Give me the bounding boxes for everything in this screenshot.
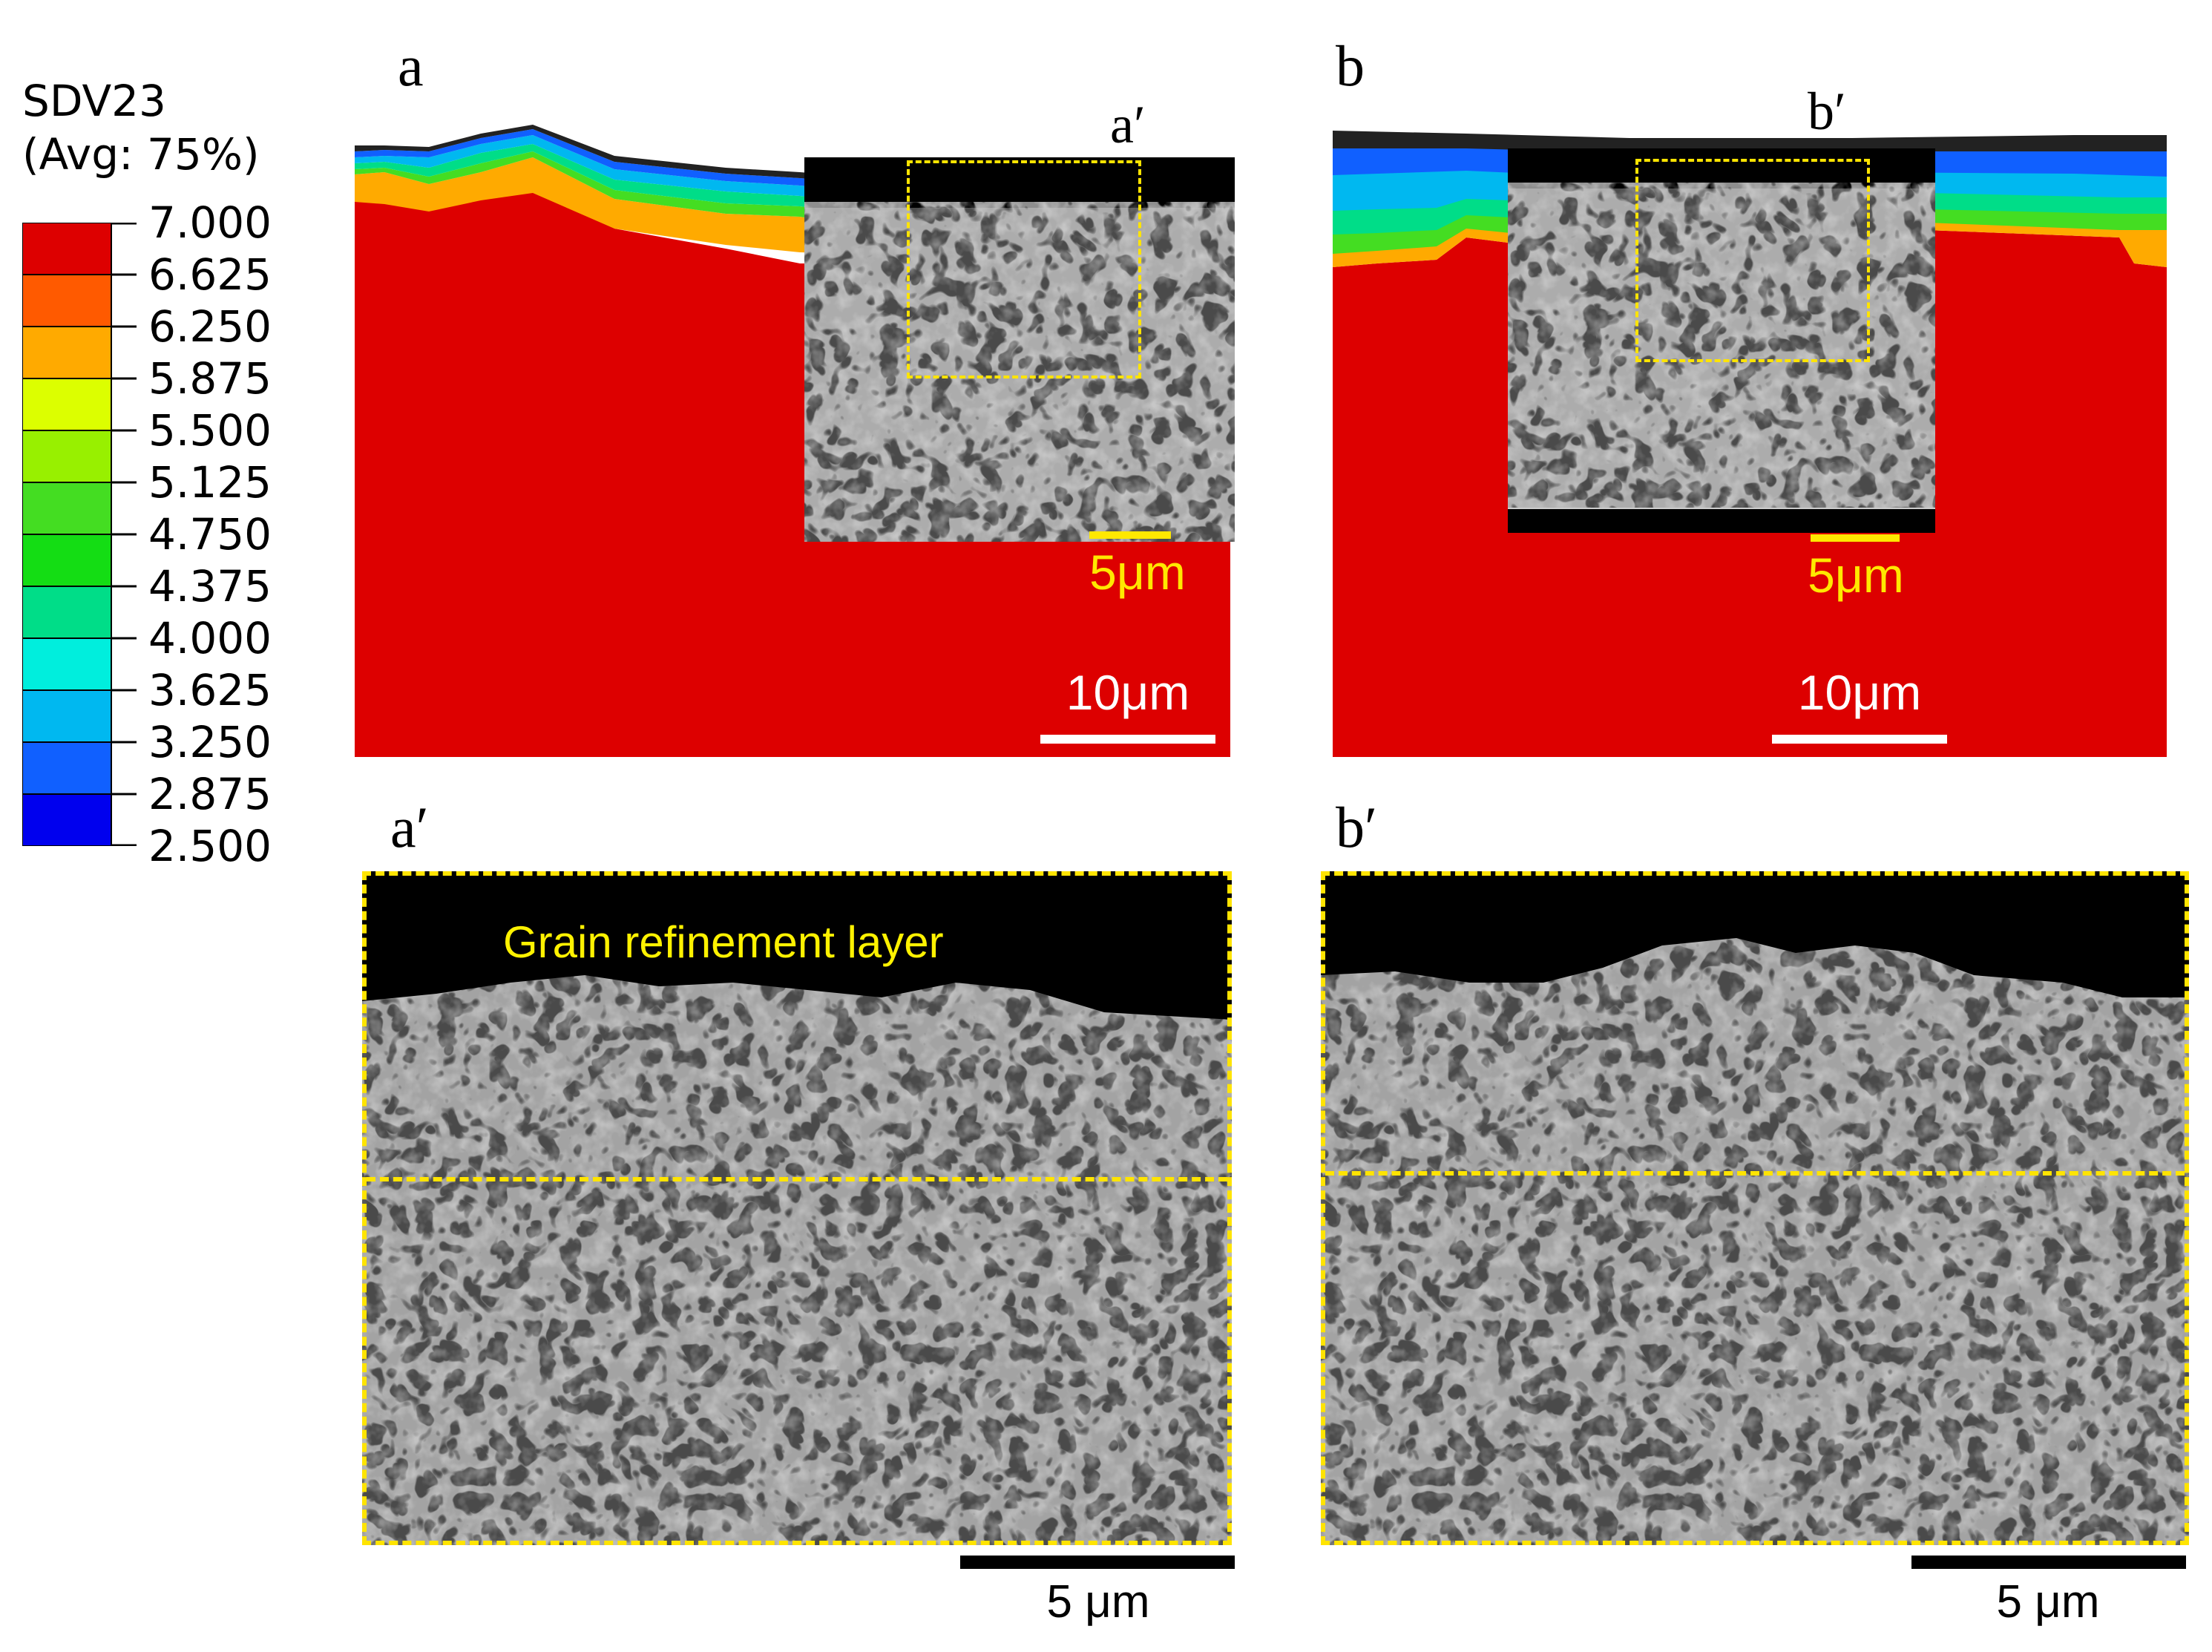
legend-swatch-9 [22,689,112,743]
legend-swatch-3 [22,378,112,431]
panel-a-inset-label: a′ [1110,95,1146,154]
panel-a-contour: a′ 5μm 10μm [355,98,1235,757]
panel-label-b: b [1336,33,1365,98]
panel-a-sem-inset [804,157,1235,542]
panel-a-prime-scalebar [960,1556,1235,1569]
legend-swatch-6 [22,534,112,587]
panel-b-inset-scalebar [1811,534,1900,542]
legend-value-1: 6.625 [148,249,272,300]
legend-values: 7.000 6.625 6.250 5.875 5.500 5.125 4.750 4.375… [148,201,341,868]
legend-swatch-10 [22,741,112,795]
panel-b-prime-layer-boundary [1325,1171,2185,1176]
legend-value-2: 6.250 [148,301,272,352]
legend-value-6: 4.750 [148,509,272,560]
legend-value-3: 5.875 [148,353,272,404]
legend-title: SDV23 [22,76,166,126]
legend-value-5: 5.125 [148,457,272,508]
panel-b-contour: b′ 5μm 10μm [1333,85,2167,757]
legend-value-0: 7.000 [148,197,272,248]
panel-a-main-scalebar [1040,735,1215,744]
panel-b-main-scalebar [1772,735,1947,744]
panel-b-prime-scale-label: 5 μm [1996,1576,2100,1628]
legend-swatch-2 [22,326,112,379]
legend-colorbar [22,223,137,846]
panel-label-a-prime: a′ [390,795,429,859]
legend-value-11: 2.875 [148,769,272,819]
legend-swatch-4 [22,430,112,483]
grain-refinement-label: Grain refinement layer [503,917,944,967]
panel-a-inset-scalebar [1089,531,1171,539]
panel-a-main-scale-label: 10μm [1066,665,1190,720]
panel-a-prime-layer-boundary [367,1177,1227,1181]
panel-b-inset-scale-label: 5μm [1808,548,1904,603]
legend: SDV23 (Avg: 75%) 7.000 6.625 6.250 5.875 5.5… [15,74,341,876]
legend-value-9: 3.625 [148,665,272,715]
legend-value-4: 5.500 [148,405,272,456]
panel-b-sem-inset [1508,148,1935,533]
panel-a-prime-sem: Grain refinement layer [362,871,1232,1545]
legend-subtitle: (Avg: 75%) [22,129,260,180]
legend-swatch-0 [22,223,112,275]
panel-b-prime-scalebar [1911,1556,2186,1569]
legend-swatch-1 [22,274,112,327]
panel-b-prime-frame [1321,871,2189,1545]
panel-b-main-scale-label: 10μm [1797,665,1922,720]
panel-a-inset-scale-label: 5μm [1089,545,1186,600]
legend-value-12: 2.500 [148,821,272,871]
panel-label-b-prime: b′ [1336,795,1378,859]
panel-label-a: a [398,33,424,98]
panel-a-prime-scale-label: 5 μm [1046,1576,1150,1628]
legend-value-7: 4.375 [148,561,272,612]
panel-a-prime-frame [362,871,1232,1545]
legend-swatch-7 [22,586,112,639]
legend-swatch-5 [22,482,112,535]
panel-b-inset-label: b′ [1808,82,1846,141]
legend-value-8: 4.000 [148,613,272,663]
legend-swatch-8 [22,637,112,691]
legend-swatch-11 [22,793,112,846]
legend-value-10: 3.250 [148,717,272,767]
panel-b-prime-sem [1321,871,2189,1545]
